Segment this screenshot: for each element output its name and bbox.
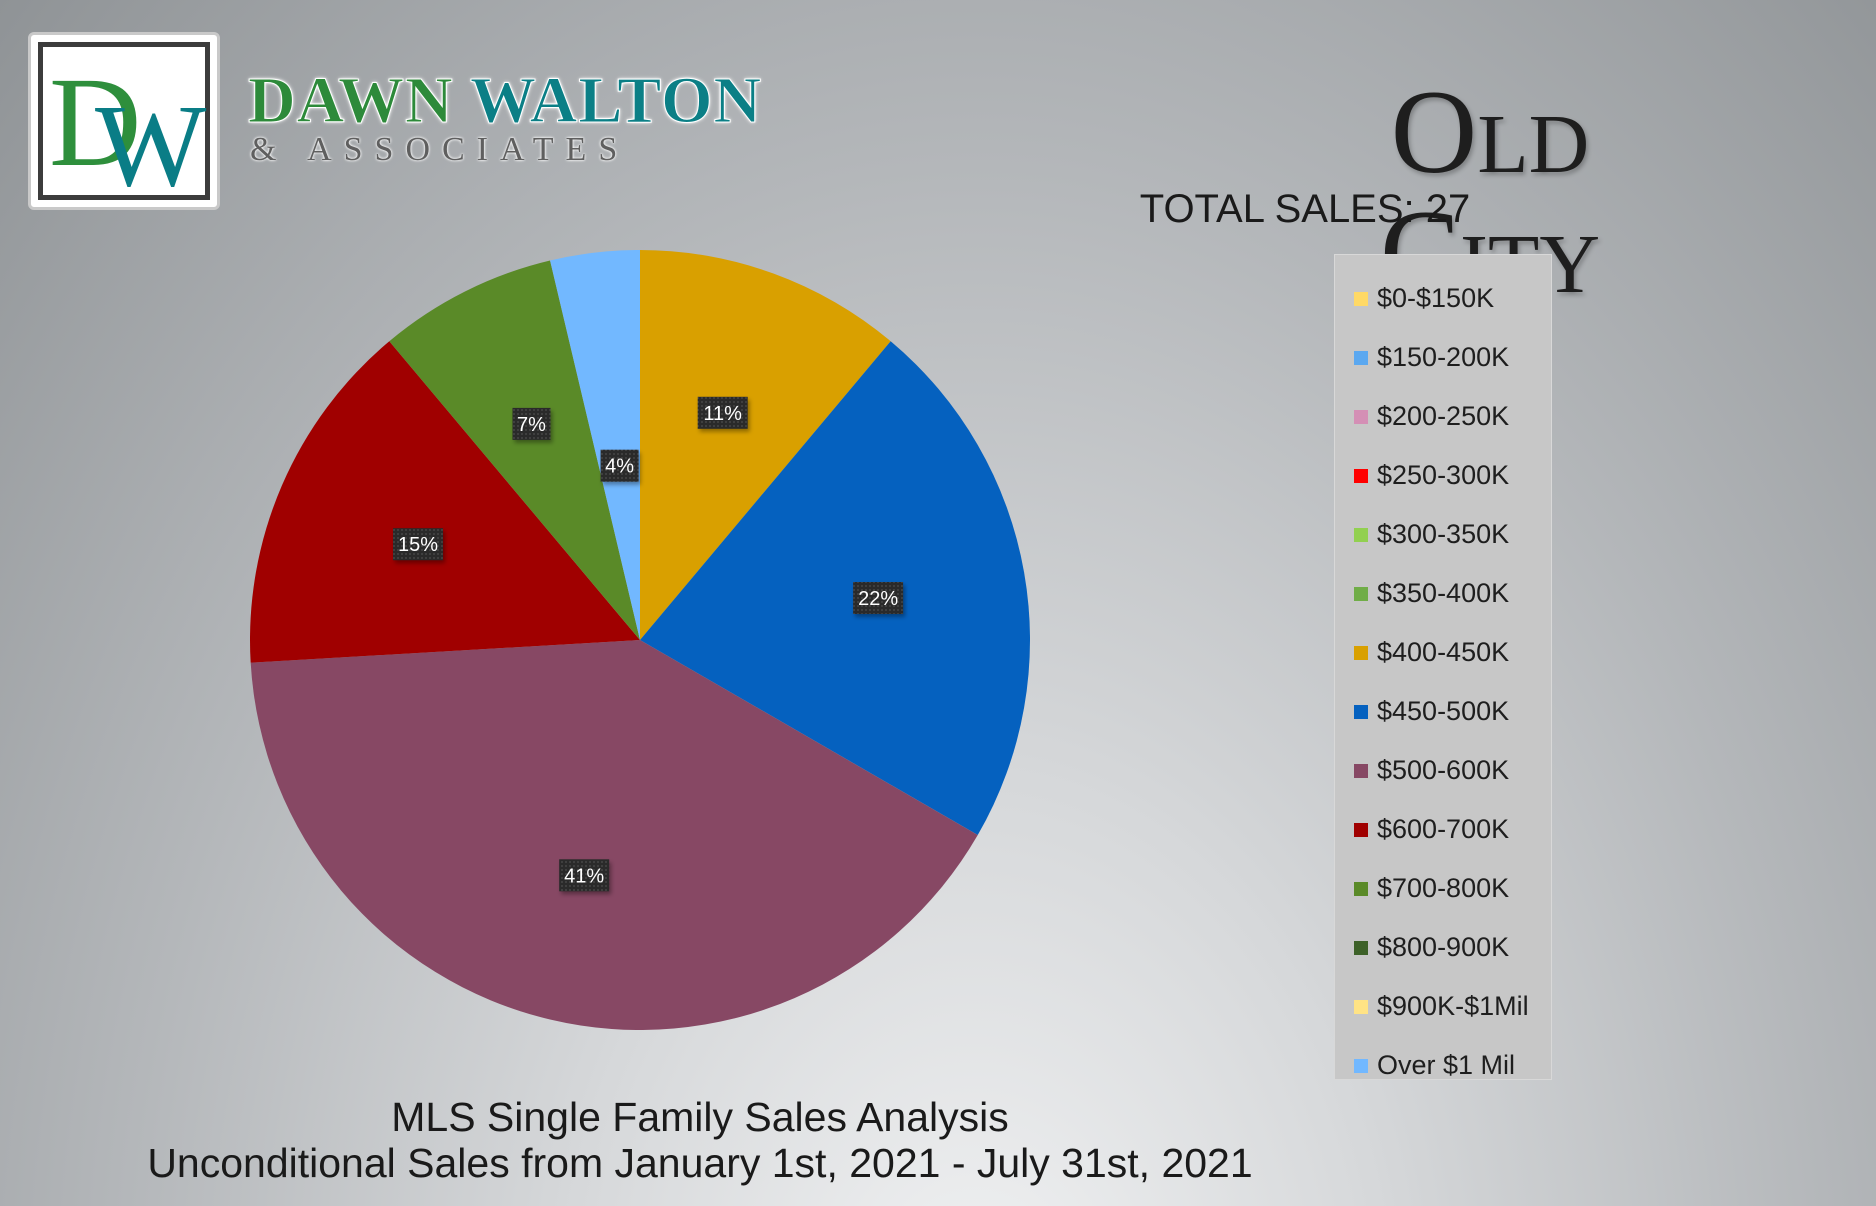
- legend-label: $450-500K: [1377, 696, 1510, 726]
- pie-data-labels: 11% 22% 41% 15% 7% 4%: [393, 396, 904, 892]
- legend-swatch: [1354, 704, 1368, 719]
- legend-label: $900K-$1Mil: [1377, 991, 1529, 1021]
- pie-slices: [249, 250, 1031, 1031]
- legend-item-150-200k: $150-200K: [1335, 328, 1551, 387]
- legend-label: $800-900K: [1377, 932, 1510, 962]
- data-label-text: 7%: [517, 414, 546, 436]
- monogram-graphic: D W: [49, 51, 207, 211]
- legend-swatch: [1354, 763, 1368, 778]
- chart-subtitle: MLS Single Family Sales Analysis: [391, 1094, 1009, 1140]
- data-label-over-1-mil: 4%: [600, 449, 639, 482]
- pie-chart: 11% 22% 41% 15% 7% 4%: [249, 250, 1031, 1031]
- monogram-letter-w: W: [95, 80, 207, 201]
- brand-name-first: DAWN: [248, 64, 454, 137]
- legend-label: $200-250K: [1377, 401, 1510, 431]
- legend-swatch: [1354, 527, 1368, 542]
- data-label-box: [600, 449, 639, 482]
- data-label-box: [393, 528, 443, 561]
- pie-slice-500-600k: [250, 640, 978, 1031]
- data-label-700-800k: 7%: [512, 407, 551, 440]
- legend-swatch: [1354, 409, 1368, 424]
- legend-swatch: [1354, 822, 1368, 837]
- logo: D W: [28, 32, 220, 211]
- legend-swatch: [1354, 940, 1368, 955]
- legend-swatch: [1354, 586, 1368, 601]
- legend-item-200-250k: $200-250K: [1335, 387, 1551, 446]
- data-label-box: [512, 407, 551, 440]
- data-label-box: [559, 859, 610, 892]
- brand-subtitle: & ASSOCIATES: [250, 131, 630, 168]
- data-label-box: [853, 582, 904, 614]
- monogram-letter-d: D: [49, 51, 141, 193]
- legend-item-400-450k: $400-450K: [1335, 623, 1551, 682]
- pie-slice-400-450k: [640, 250, 891, 640]
- legend-item-500-600k: $500-600K: [1335, 741, 1551, 800]
- data-label-500-600k: 41%: [559, 859, 610, 892]
- date-range: Unconditional Sales from January 1st, 20…: [147, 1140, 1253, 1186]
- legend-item-0-150k: $0-$150K: [1335, 269, 1551, 328]
- data-label-box: [697, 396, 748, 429]
- data-label-450-500k: 22%: [853, 582, 904, 614]
- legend-item-250-300k: $250-300K: [1335, 446, 1551, 505]
- data-label-text: 11%: [703, 403, 742, 425]
- legend-item-600-700k: $600-700K: [1335, 800, 1551, 859]
- legend-label: Over $1 Mil: [1377, 1050, 1516, 1080]
- legend-swatch: [1354, 999, 1368, 1014]
- legend-label: $700-800K: [1377, 873, 1510, 903]
- legend-label: $600-700K: [1377, 814, 1510, 844]
- legend-swatch: [1354, 1058, 1368, 1073]
- legend-swatch: [1354, 291, 1368, 306]
- pie-slice-600-700k: [249, 341, 640, 663]
- legend-label: $150-200K: [1377, 342, 1510, 372]
- logo-frame: D W: [38, 42, 210, 211]
- legend-label: $250-300K: [1377, 460, 1510, 490]
- legend-item-450-500k: $450-500K: [1335, 682, 1551, 741]
- legend-swatch: [1354, 350, 1368, 365]
- data-label-400-450k: 11%: [697, 396, 748, 429]
- legend-item-350-400k: $350-400K: [1335, 564, 1551, 623]
- legend-item-700-800k: $700-800K: [1335, 859, 1551, 918]
- legend-item-over-1-mil: Over $1 Mil: [1335, 1036, 1551, 1095]
- total-sales: TOTAL SALES: 27: [1139, 187, 1471, 231]
- data-label-text: 41%: [564, 865, 604, 887]
- legend-swatch: [1354, 645, 1368, 660]
- legend-item-900k-1mil: $900K-$1Mil: [1335, 977, 1551, 1036]
- legend-item-300-350k: $300-350K: [1335, 505, 1551, 564]
- data-label-text: 4%: [605, 456, 634, 478]
- legend-label: $350-400K: [1377, 578, 1510, 608]
- pie-slice-over-1-mil: [550, 250, 640, 640]
- data-label-text: 15%: [398, 534, 438, 556]
- legend-label: $0-$150K: [1377, 283, 1495, 313]
- pie-slice-700-800k: [389, 260, 640, 640]
- legend-swatch: [1354, 468, 1368, 483]
- brand-name-last: WALTON: [469, 64, 763, 137]
- chart-legend: $0-$150K $150-200K $200-250K $250-300K $300-…: [1334, 254, 1552, 1080]
- legend-label: $300-350K: [1377, 519, 1510, 549]
- pie-slice-450-500k: [640, 341, 1031, 835]
- brand-name: DAWN WALTON: [248, 64, 763, 137]
- legend-label: $500-600K: [1377, 755, 1510, 785]
- legend-label: $400-450K: [1377, 637, 1510, 667]
- data-label-text: 22%: [858, 588, 898, 610]
- data-label-600-700k: 15%: [393, 528, 443, 561]
- legend-item-800-900k: $800-900K: [1335, 918, 1551, 977]
- legend-swatch: [1354, 881, 1368, 896]
